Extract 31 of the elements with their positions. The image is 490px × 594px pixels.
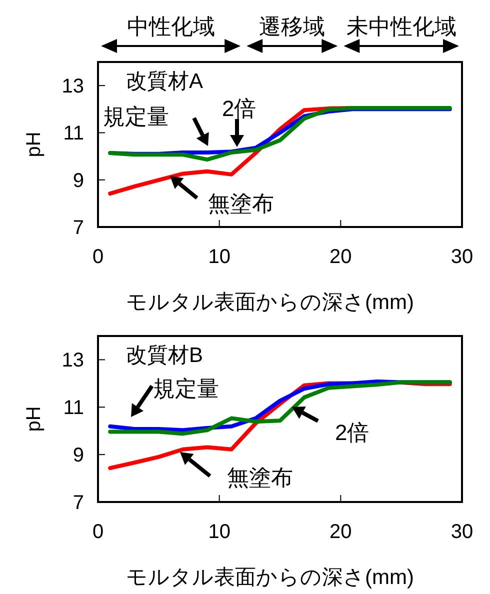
x-tick-label: 0 [92, 246, 104, 268]
y-tick-label: 13 [62, 350, 84, 372]
chart-title: 改質材B [126, 344, 204, 367]
text: 遷移域 [259, 14, 326, 39]
x-axis-title: モルタル表面からの深さ(mm) [126, 291, 414, 314]
series-label: 2倍 [222, 96, 256, 121]
y-tick-label: 11 [63, 122, 84, 145]
chart-title: 改質材A [126, 70, 204, 93]
series-label: 無塗布 [227, 465, 293, 490]
y-axis-title: pH [23, 406, 45, 432]
series-label: 規定量 [103, 104, 169, 129]
x-tick-label: 10 [208, 521, 230, 543]
x-tick-label: 0 [92, 521, 104, 543]
y-tick-label: 7 [72, 492, 84, 514]
y-tick-label: 9 [72, 444, 84, 467]
x-tick-label: 30 [450, 521, 474, 543]
y-tick-label: 13 [62, 76, 84, 98]
x-tick-label: 10 [208, 246, 230, 268]
y-tick-label: 9 [72, 170, 84, 192]
y-axis-title: pH [23, 132, 45, 158]
x-tick-label: 30 [450, 246, 474, 268]
text: 未中性化域 [346, 14, 456, 39]
y-tick-label: 7 [72, 217, 84, 239]
x-tick-label: 20 [330, 521, 352, 543]
text: 中性化域 [126, 14, 215, 39]
x-axis-title: モルタル表面からの深さ(mm) [126, 566, 414, 589]
x-tick-label: 20 [330, 246, 352, 268]
series-label: 無塗布 [208, 191, 274, 216]
y-tick-label: 11 [63, 397, 84, 420]
series-label: 規定量 [153, 376, 219, 401]
series-label: 2倍 [335, 420, 370, 445]
